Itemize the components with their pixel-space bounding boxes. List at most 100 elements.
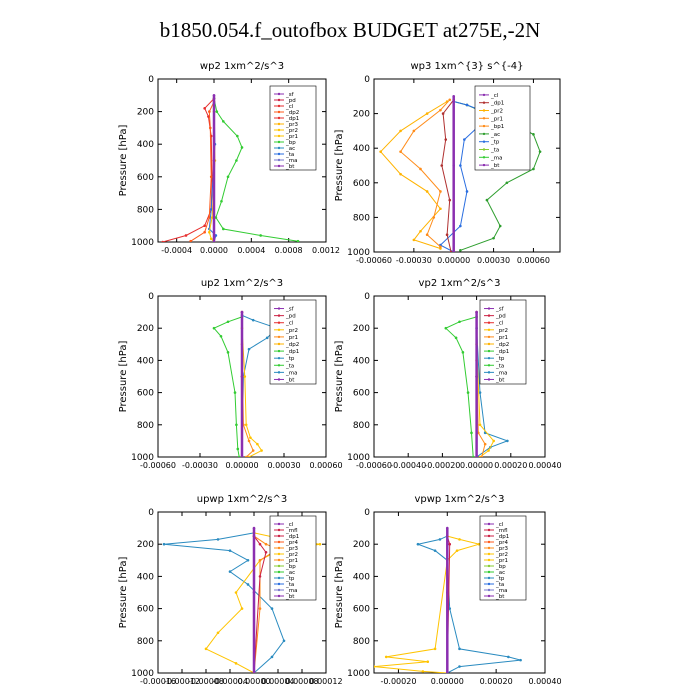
chart-panel-6: vpwp 1xm^2/s^3 Pressure [hPa] 0 200 400 600 80…	[334, 494, 562, 686]
x-tick-label: -0.00030	[182, 461, 218, 470]
data-point-pr2	[487, 449, 490, 452]
x-tick-label: -0.00060	[140, 461, 176, 470]
data-point-dp2	[208, 110, 211, 113]
series-group	[212, 310, 279, 457]
data-point-tp	[519, 658, 522, 662]
legend-marker	[487, 349, 491, 353]
data-point-pr2	[240, 607, 244, 610]
data-point-bt	[445, 526, 449, 530]
y-tick-label: 600	[137, 389, 154, 399]
legend-marker	[277, 371, 281, 374]
data-point-tp	[282, 639, 286, 643]
data-point-tp	[270, 607, 274, 610]
x-tick-label: 0.0008	[275, 246, 303, 255]
y-tick-label: 400	[137, 140, 154, 150]
legend-marker	[487, 546, 491, 550]
legend-label: _dp1	[495, 349, 509, 355]
data-point-pr2	[425, 190, 429, 193]
legend-marker	[277, 546, 281, 550]
series-line-tp	[439, 101, 484, 252]
data-point-dp1	[449, 250, 453, 252]
legend-marker	[277, 378, 281, 381]
legend-marker	[487, 540, 491, 544]
legend-marker	[487, 522, 491, 526]
x-tick-label: -0.00060	[356, 256, 392, 265]
data-point-pr1	[208, 230, 211, 234]
x-tick-label: 0.00000	[225, 461, 258, 470]
x-tick-label: 0.00012	[309, 677, 342, 686]
x-tick-label: 0.00060	[517, 256, 550, 265]
data-point-tp	[228, 549, 232, 552]
legend-marker	[277, 140, 281, 144]
legend-marker	[487, 342, 491, 346]
data-point-bp	[215, 110, 219, 113]
legend-marker	[487, 307, 491, 310]
y-axis-label: Pressure [hPa]	[334, 557, 345, 629]
data-point-dp1	[184, 234, 188, 237]
legend-label: _pr2	[495, 328, 508, 334]
data-point-bt	[445, 671, 449, 673]
data-point-dp2	[208, 126, 212, 130]
legend-label: _dp1	[285, 116, 299, 122]
data-point-bp	[222, 120, 225, 123]
y-tick-label: 800	[137, 421, 154, 431]
legend-label: _tp	[285, 356, 295, 362]
legend-label: _bt	[285, 377, 295, 383]
data-point-bt	[252, 591, 256, 594]
legend-marker	[277, 321, 281, 324]
legend-label: _ma	[495, 370, 507, 376]
data-point-dp1	[237, 455, 241, 457]
data-point-bp	[259, 234, 262, 237]
legend-marker	[277, 164, 281, 168]
x-tick-label: 0.00060	[309, 461, 342, 470]
data-point-dp1	[233, 391, 237, 394]
data-point-dp1	[441, 112, 445, 115]
legend-label: _bp1	[490, 124, 504, 130]
x-tick-label: 0.00020	[494, 461, 527, 470]
legend-marker	[277, 558, 281, 562]
series-line-dp1	[213, 316, 243, 457]
x-tick-label: 0.00040	[528, 677, 561, 686]
legend-label: _cl	[490, 93, 499, 99]
y-tick-label: 800	[137, 637, 154, 647]
data-point-pr2	[249, 436, 252, 439]
y-tick-label: 600	[137, 605, 154, 615]
data-point-bt	[452, 164, 456, 167]
data-point-bt	[240, 310, 244, 314]
legend-marker	[277, 110, 281, 114]
y-tick-label: 400	[137, 356, 154, 366]
legend-box	[269, 299, 317, 385]
data-point-pr2	[421, 670, 425, 673]
panel-title: vpwp 1xm^2/s^3	[414, 494, 504, 505]
legend-label: _pr2	[285, 128, 298, 134]
legend-marker	[487, 364, 491, 367]
legend-marker	[277, 364, 281, 367]
panel-title: up2 1xm^2/s^3	[201, 278, 283, 289]
x-tick-label: -0.00040	[390, 461, 426, 470]
data-point-tp	[433, 549, 437, 552]
data-point-tp	[463, 138, 466, 141]
y-tick-label: 400	[353, 356, 370, 366]
data-point-pr1	[448, 98, 452, 102]
y-tick-label: 800	[137, 205, 154, 215]
data-point-pr2	[204, 647, 208, 651]
y-tick-label: 800	[353, 213, 370, 223]
data-point-tp	[416, 542, 420, 546]
legend-label: _ac	[285, 570, 295, 576]
legend-label: _ta	[285, 152, 294, 158]
legend-label: _mfl	[495, 528, 508, 534]
panel-title: upwp 1xm^2/s^3	[197, 494, 287, 505]
y-tick-label: 0	[148, 292, 154, 302]
y-tick-label: 1000	[131, 238, 154, 248]
legend-label: _ac	[490, 132, 500, 138]
y-tick-label: 200	[353, 324, 370, 334]
data-point-tp	[251, 318, 255, 322]
data-point-pr1	[439, 190, 442, 193]
legend-label: _ac	[285, 146, 295, 152]
x-tick-label: 0.00008	[285, 677, 318, 686]
legend-label: _bt	[495, 377, 505, 383]
data-point-tp	[270, 655, 274, 659]
legend-marker	[482, 140, 486, 143]
legend-marker	[487, 570, 491, 574]
data-point-pr1	[480, 455, 484, 457]
